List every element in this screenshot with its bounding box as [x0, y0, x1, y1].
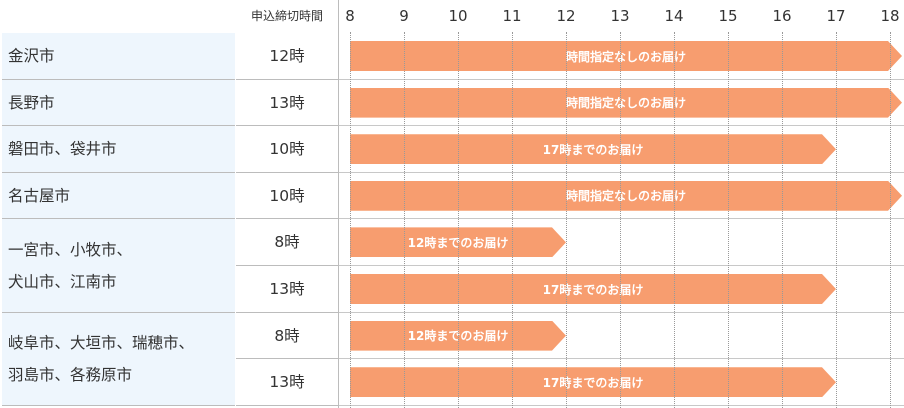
row-divider: [338, 265, 904, 266]
hour-gridline: [350, 32, 351, 408]
hour-gridline: [890, 32, 891, 408]
region-cell: 岐阜市、大垣市、瑞穂市、 羽島市、各務原市: [2, 312, 235, 406]
row-divider: [338, 404, 904, 406]
region-name: 金沢市: [8, 47, 55, 66]
region-cell: 名古屋市: [2, 172, 235, 220]
hour-label-14: 14: [664, 7, 684, 25]
region-name: 磐田市、袋井市: [8, 140, 117, 159]
hour-gridline: [728, 32, 729, 408]
region-cell: 金沢市: [2, 33, 235, 80]
hour-gridline: [620, 32, 621, 408]
deadline-value: 8時: [236, 313, 338, 360]
chart-left-border: [338, 0, 339, 408]
hour-label-9: 9: [399, 7, 409, 25]
hour-gridline: [674, 32, 675, 408]
deadline-column-header: 申込締切時間: [250, 9, 323, 23]
deadline-value: 13時: [236, 80, 338, 127]
hour-gridline: [458, 32, 459, 408]
deadline-value: 8時: [236, 219, 338, 266]
region-name: 長野市: [8, 93, 55, 112]
delivery-window-bar: 時間指定なしのお届け: [350, 181, 902, 211]
deadline-value: 10時: [236, 173, 338, 220]
hour-gridline: [566, 32, 567, 408]
delivery-window-bar: 時間指定なしのお届け: [350, 88, 902, 118]
hour-gridline: [782, 32, 783, 408]
hour-label-17: 17: [823, 0, 849, 32]
hour-gridline: [512, 32, 513, 408]
region-cell: 一宮市、小牧市、 犬山市、江南市: [2, 219, 235, 313]
hour-label-18: 18: [880, 7, 900, 25]
hour-label-10: 10: [448, 7, 468, 25]
region-name: 岐阜市、大垣市、瑞穂市、: [8, 334, 195, 353]
hour-gridline: [836, 32, 837, 408]
row-divider: [338, 358, 904, 360]
deadline-value: 13時: [236, 359, 338, 406]
hour-label-11: 11: [502, 7, 522, 25]
region-name: 名古屋市: [8, 187, 71, 206]
row-divider: [338, 311, 904, 313]
delivery-window-bar: 17時までのお届け: [350, 274, 836, 304]
deadline-value: 12時: [236, 33, 338, 80]
deadline-value: 13時: [236, 266, 338, 313]
region-cell: 磐田市、袋井市: [2, 126, 235, 173]
delivery-window-bar: 時間指定なしのお届け: [350, 41, 902, 71]
row-divider: [338, 125, 904, 127]
delivery-window-bar: 17時までのお届け: [350, 134, 836, 164]
row-divider: [338, 78, 904, 80]
region-name: 羽島市、各務原市: [8, 366, 133, 385]
region-name: 犬山市、江南市: [8, 272, 117, 291]
hour-label-13: 13: [610, 7, 630, 25]
delivery-window-bar: 17時までのお届け: [350, 367, 836, 397]
deadline-value: 10時: [236, 126, 338, 173]
row-divider: [338, 218, 904, 220]
hour-gridline: [404, 32, 405, 408]
region-cell: 長野市: [2, 79, 235, 127]
hour-label-16: 16: [772, 7, 792, 25]
hour-label-12: 12: [553, 0, 579, 32]
hour-label-8: 8: [345, 7, 355, 25]
region-name: 一宮市、小牧市、: [8, 240, 133, 259]
hour-label-15: 15: [718, 7, 738, 25]
row-divider: [338, 171, 904, 173]
